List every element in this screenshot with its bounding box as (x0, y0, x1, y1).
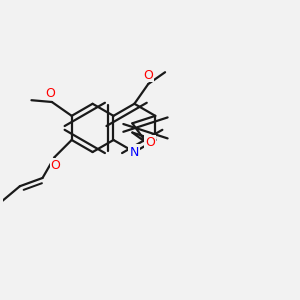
Text: O: O (145, 136, 155, 149)
Text: O: O (50, 158, 60, 172)
Text: O: O (46, 87, 56, 100)
Text: N: N (130, 146, 139, 159)
Text: O: O (143, 69, 153, 82)
